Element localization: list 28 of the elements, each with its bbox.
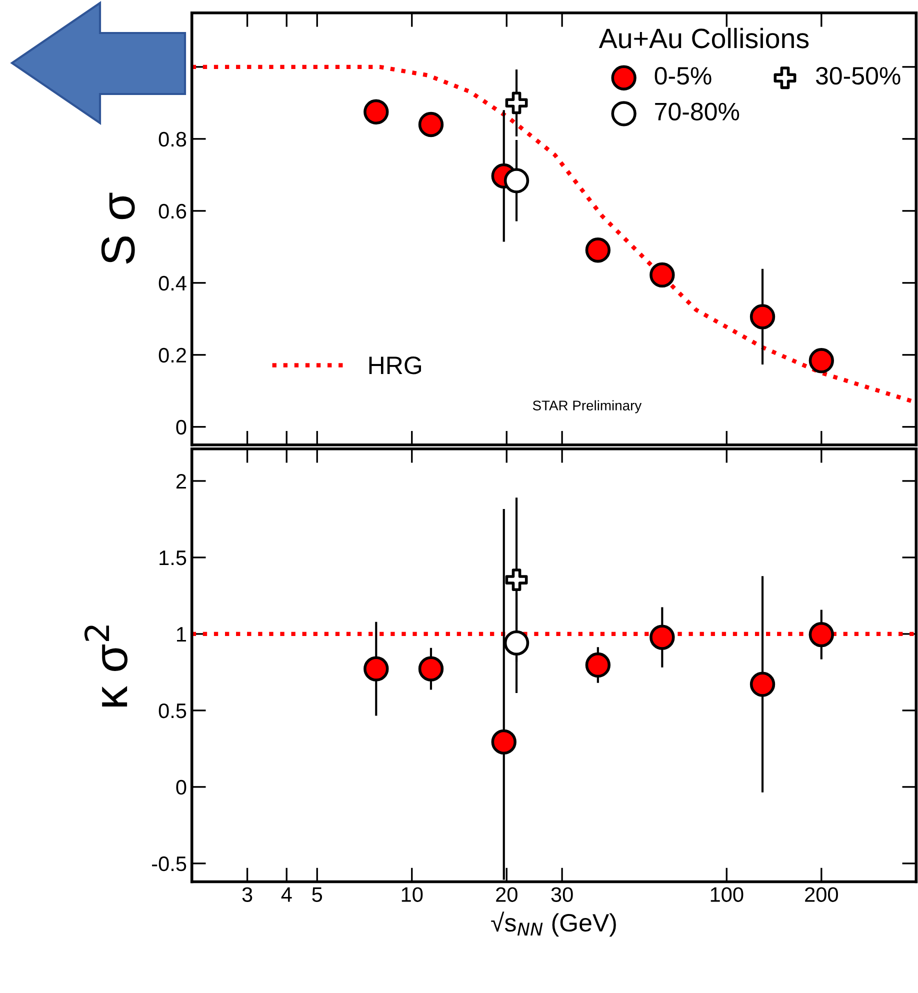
y-tick-label: 1: [177, 627, 186, 642]
annotation: STAR Preliminary: [532, 400, 642, 414]
legend-label: 0-5%: [654, 66, 712, 85]
y-tick-label: 0: [176, 780, 186, 795]
legend-label: 70-80%: [655, 102, 740, 120]
y-tick-label: 0.8: [158, 132, 186, 147]
y-axis-title: S σ: [101, 192, 135, 264]
legend-label: 30-50%: [816, 66, 900, 85]
y-axis-title: κ σ$^{2}$: [84, 626, 128, 707]
y-tick-label: 0.5: [158, 703, 186, 718]
x-tick-label: 5: [312, 887, 322, 902]
x-tick-label: 100: [710, 887, 744, 902]
x-tick-label: 3: [242, 887, 252, 902]
x-tick-label: 10: [402, 887, 423, 902]
x-tick-label: 200: [805, 887, 838, 902]
y-tick-label: 0.2: [158, 348, 186, 363]
x-axis-title: √s$_{NN}$ (GeV): [491, 912, 616, 937]
legend-title: Au+Au Collisions: [598, 28, 809, 48]
x-tick-label: 30: [551, 887, 573, 902]
x-tick-label: 4: [281, 887, 292, 902]
y-tick-label: -0.5: [152, 856, 186, 872]
legend-label: HRG: [369, 356, 421, 374]
y-tick-label: 0.4: [158, 276, 186, 291]
y-tick-label: 0.6: [158, 204, 186, 219]
x-tick-label: 20: [496, 887, 518, 902]
y-tick-label: 2: [176, 474, 186, 489]
y-tick-label: 1.5: [160, 550, 186, 566]
y-tick-label: 0: [176, 420, 186, 435]
